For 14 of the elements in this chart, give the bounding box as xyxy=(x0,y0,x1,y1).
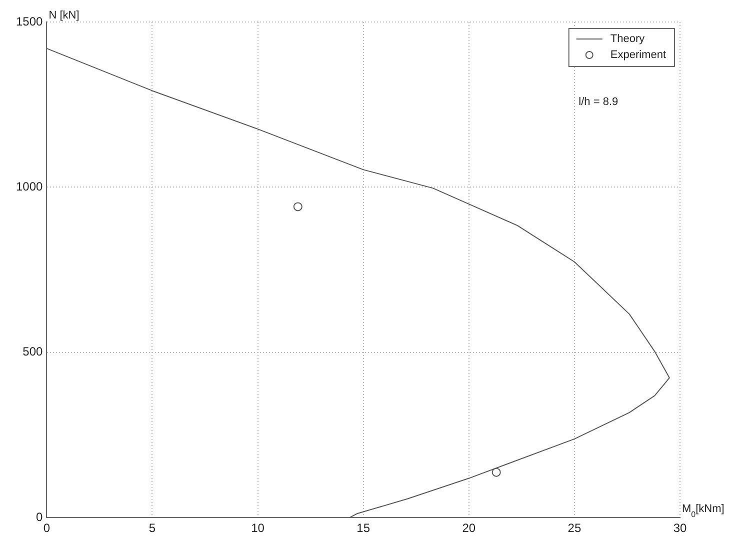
legend-label: Theory xyxy=(610,33,646,46)
y-tick-label: 500 xyxy=(22,344,44,359)
y-tick-label: 0 xyxy=(36,510,44,524)
annotation: l/h = 8.9 xyxy=(578,96,618,108)
legend-label: Experiment xyxy=(610,49,666,62)
x-tick-label: 15 xyxy=(356,521,370,536)
x-tick-label: 20 xyxy=(462,521,476,536)
x-tick-label: 25 xyxy=(568,521,582,536)
x-tick-label: 5 xyxy=(148,521,156,536)
x-tick-label: 10 xyxy=(251,521,265,536)
x-tick-label: 30 xyxy=(673,521,687,536)
y-tick-label: 1000 xyxy=(16,180,44,194)
y-axis-title: N [kN] xyxy=(48,10,80,22)
y-tick-label: 1500 xyxy=(16,14,44,28)
